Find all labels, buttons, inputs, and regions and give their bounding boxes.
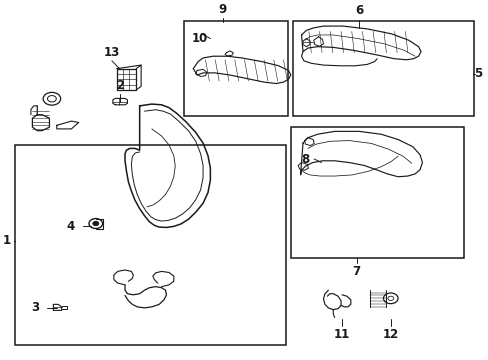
Bar: [293, 21, 473, 117]
Circle shape: [93, 221, 99, 226]
Bar: [290, 127, 463, 258]
Text: 1: 1: [3, 234, 11, 247]
Text: 12: 12: [382, 328, 398, 341]
Text: 2: 2: [116, 79, 124, 92]
Bar: [183, 21, 288, 117]
Text: 9: 9: [218, 3, 226, 16]
Text: 13: 13: [103, 46, 120, 59]
Text: 6: 6: [354, 4, 363, 17]
Text: 7: 7: [352, 265, 360, 278]
Text: 10: 10: [191, 32, 208, 45]
Text: 3: 3: [31, 301, 39, 314]
Text: 8: 8: [301, 153, 309, 166]
Bar: [15, 145, 285, 345]
Text: 11: 11: [333, 328, 349, 341]
Text: 5: 5: [473, 67, 482, 80]
Text: 4: 4: [66, 220, 75, 233]
